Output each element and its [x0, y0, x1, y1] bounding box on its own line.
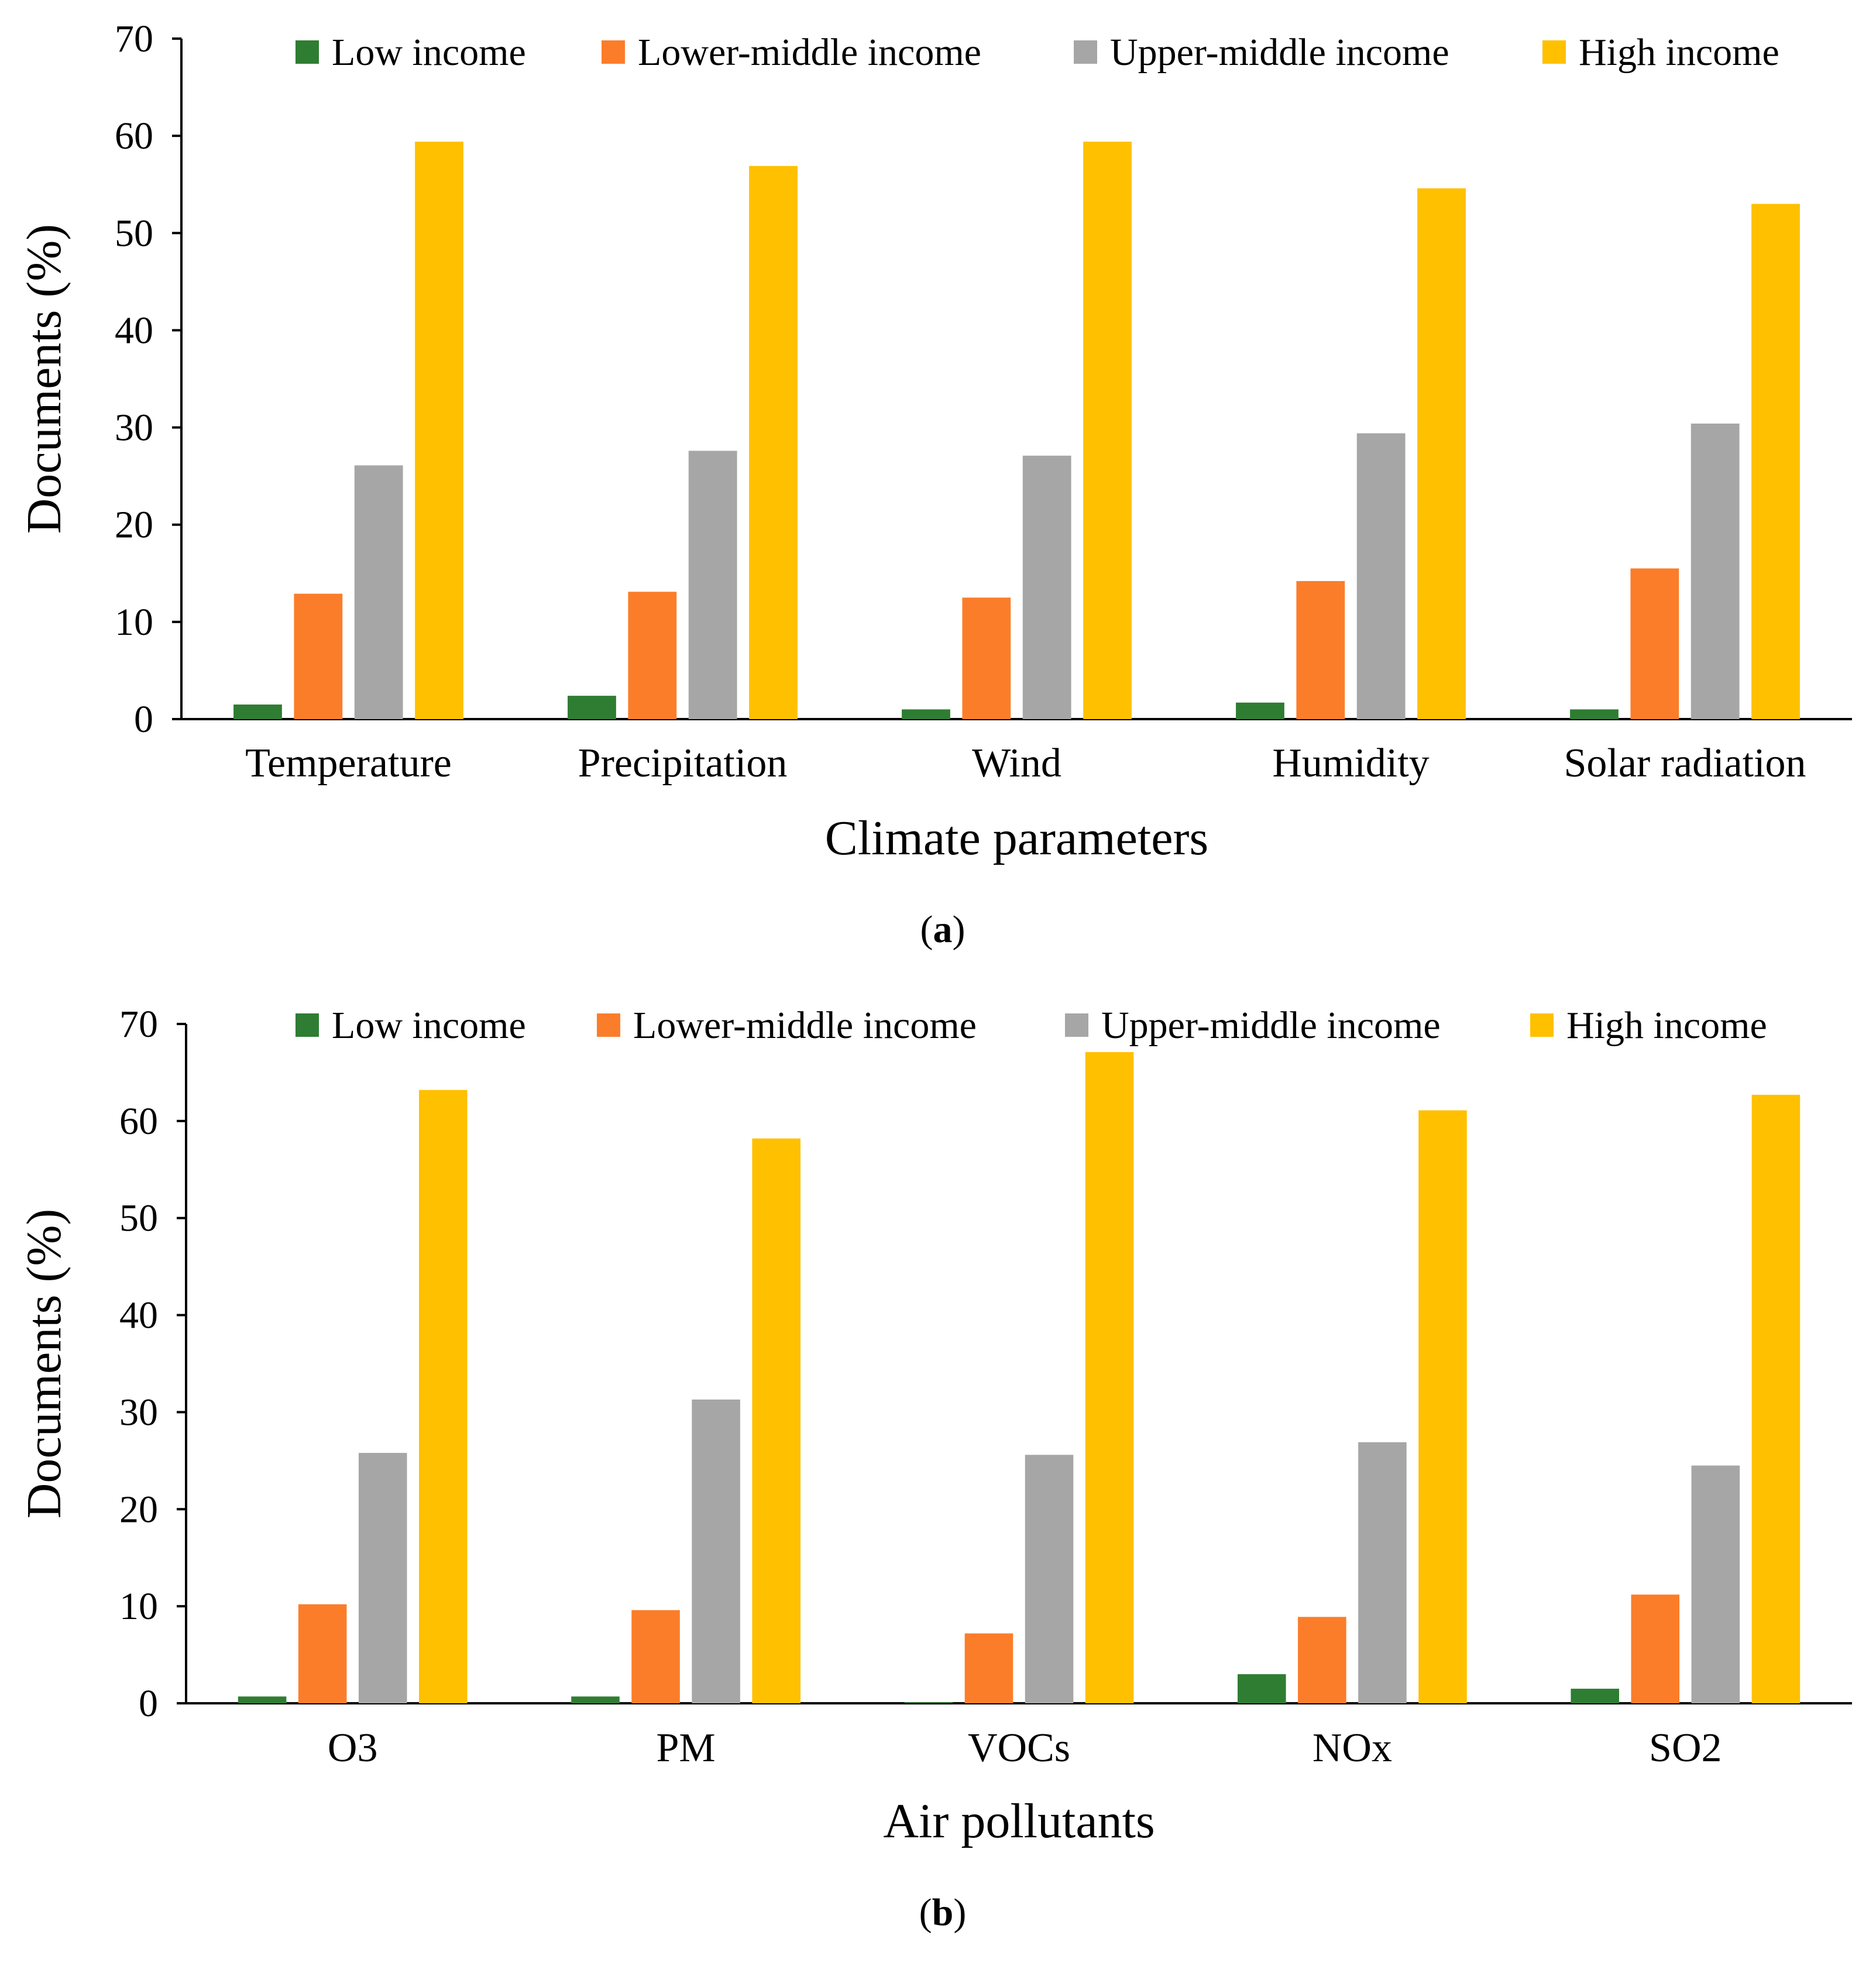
y-tick-label: 0	[134, 698, 153, 741]
bar-low-income-temperature	[233, 704, 282, 719]
bar-lower-middle-income-wind	[962, 597, 1011, 719]
legend-label: High income	[1566, 1004, 1767, 1047]
bar-lower-middle-income-solar-radiation	[1630, 568, 1679, 719]
x-category-label: Solar radiation	[1564, 741, 1806, 786]
x-category-label: SO2	[1649, 1726, 1722, 1771]
bar-high-income-so2	[1751, 1095, 1801, 1703]
bar-upper-middle-income-o3	[358, 1453, 407, 1703]
y-axis-title: Documents (%)	[17, 1209, 71, 1519]
bar-high-income-temperature	[415, 142, 463, 719]
bar-lower-middle-income-pm	[631, 1610, 680, 1703]
legend-swatch	[1074, 40, 1097, 64]
legend-label: Lower-middle income	[633, 1004, 977, 1047]
legend-swatch	[602, 40, 625, 64]
bar-high-income-o3	[419, 1089, 468, 1703]
y-tick-label: 20	[119, 1488, 158, 1531]
y-axis-title: Documents (%)	[17, 224, 71, 534]
x-category-label: Temperature	[245, 741, 452, 786]
bar-lower-middle-income-o3	[298, 1604, 347, 1703]
bar-low-income-nox	[1238, 1674, 1286, 1703]
y-tick-label: 40	[119, 1294, 158, 1337]
legend-swatch	[597, 1013, 620, 1037]
bar-high-income-nox	[1418, 1110, 1467, 1703]
legend: Low income Lower-middle income Upper-middl…	[296, 1004, 1767, 1047]
y-tick-label: 60	[115, 115, 153, 157]
legend-swatch	[1530, 1013, 1554, 1037]
bar-upper-middle-income-precipitation	[688, 451, 737, 719]
panel-label: (a)	[920, 908, 966, 951]
bar-upper-middle-income-temperature	[354, 465, 403, 719]
y-tick-label: 40	[115, 309, 153, 352]
bar-low-income-pm	[571, 1696, 620, 1703]
bar-high-income-precipitation	[749, 166, 798, 719]
bar-upper-middle-income-so2	[1691, 1465, 1740, 1703]
y-tick-label: 30	[115, 407, 153, 449]
x-axis-title: Climate parameters	[825, 811, 1208, 865]
bar-low-income-solar-radiation	[1570, 709, 1619, 719]
bar-upper-middle-income-wind	[1022, 455, 1071, 719]
x-category-label: Humidity	[1272, 741, 1429, 786]
bar-high-income-humidity	[1417, 188, 1466, 719]
bar-low-income-so2	[1571, 1689, 1619, 1703]
legend-swatch	[1065, 1013, 1088, 1037]
y-tick-label: 50	[119, 1197, 158, 1240]
bar-high-income-solar-radiation	[1751, 204, 1800, 719]
bar-low-income-humidity	[1236, 702, 1284, 719]
y-tick-label: 60	[119, 1100, 158, 1143]
legend-swatch	[1542, 40, 1566, 64]
y-tick-label: 50	[115, 212, 153, 255]
bar-low-income-o3	[238, 1696, 287, 1703]
y-tick-label: 10	[119, 1585, 158, 1628]
x-category-label: VOCs	[968, 1726, 1070, 1771]
bar-lower-middle-income-nox	[1298, 1617, 1346, 1703]
legend-swatch	[296, 40, 319, 64]
bar-high-income-pm	[752, 1138, 800, 1703]
legend-label: High income	[1579, 31, 1779, 74]
y-tick-label: 0	[139, 1682, 158, 1725]
legend-label: Upper-middle income	[1101, 1004, 1441, 1047]
bar-lower-middle-income-so2	[1631, 1594, 1680, 1703]
bar-high-income-wind	[1083, 142, 1132, 719]
bar-low-income-precipitation	[568, 696, 616, 719]
y-tick-label: 10	[115, 601, 153, 644]
chart-panel-a: 0 10 20 30 40 50 60 70 Temperature Precipitation W…	[17, 18, 1852, 951]
y-tick-label: 70	[115, 18, 153, 60]
bar-upper-middle-income-vocs	[1025, 1455, 1074, 1703]
bar-upper-middle-income-humidity	[1356, 433, 1406, 719]
x-category-label: Precipitation	[578, 741, 788, 786]
bar-upper-middle-income-solar-radiation	[1691, 423, 1740, 719]
bar-lower-middle-income-humidity	[1296, 581, 1345, 719]
bar-lower-middle-income-precipitation	[628, 592, 677, 719]
bar-lower-middle-income-temperature	[294, 593, 343, 719]
legend-label: Low income	[332, 1004, 526, 1047]
x-category-label: O3	[328, 1726, 378, 1771]
legend-label: Upper-middle income	[1110, 31, 1449, 74]
x-category-label: Wind	[972, 741, 1061, 786]
bar-lower-middle-income-vocs	[964, 1633, 1013, 1703]
legend-label: Lower-middle income	[638, 31, 981, 74]
legend-swatch	[296, 1013, 319, 1037]
y-tick-label: 70	[119, 1003, 158, 1046]
x-axis-title: Air pollutants	[883, 1794, 1155, 1848]
legend-label: Low income	[332, 31, 526, 74]
panel-label: (b)	[919, 1891, 967, 1934]
x-category-label: NOx	[1312, 1726, 1392, 1771]
bar-upper-middle-income-nox	[1358, 1442, 1407, 1703]
bar-low-income-vocs	[904, 1702, 953, 1703]
x-category-label: PM	[657, 1726, 716, 1771]
bar-upper-middle-income-pm	[692, 1399, 740, 1703]
bar-low-income-wind	[902, 709, 950, 719]
y-tick-label: 20	[115, 504, 153, 547]
bar-high-income-vocs	[1085, 1052, 1134, 1703]
legend: Low income Lower-middle income Upper-middl…	[296, 31, 1779, 74]
y-tick-label: 30	[119, 1391, 158, 1434]
